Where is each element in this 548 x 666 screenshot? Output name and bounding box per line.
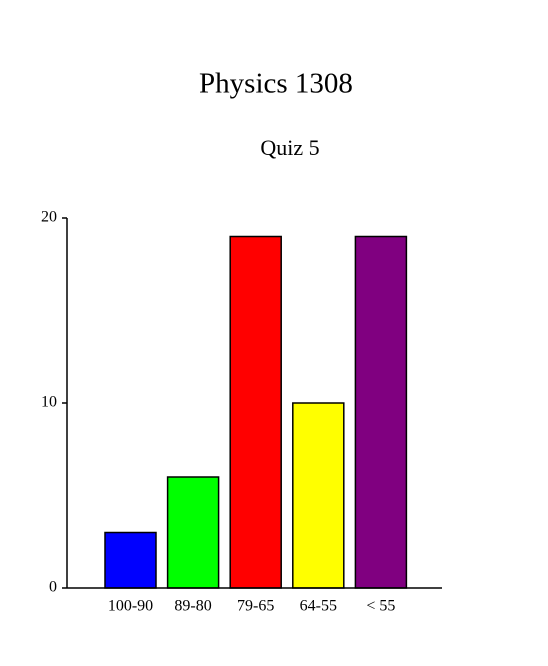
x-tick-label: 79-65	[237, 598, 274, 615]
x-tick-label: 64-55	[300, 598, 337, 615]
y-tick-label: 0	[49, 579, 57, 596]
x-tick-label: 100-90	[108, 598, 153, 615]
chart-subtitle: Quiz 5	[260, 135, 319, 160]
bar	[354, 235, 408, 589]
chart-title: Physics 1308	[199, 68, 353, 100]
x-tick-label: < 55	[366, 598, 395, 615]
y-tick-label: 20	[41, 209, 57, 226]
bar	[104, 531, 157, 589]
bar	[292, 402, 345, 589]
x-tick-label: 89-80	[174, 598, 211, 615]
y-tick-label: 10	[41, 394, 57, 411]
bar	[229, 235, 282, 589]
bar	[166, 476, 220, 589]
